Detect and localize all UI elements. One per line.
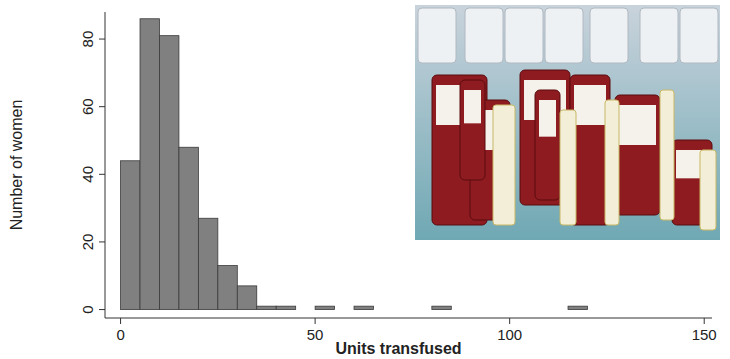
x-tick-label: 150 (692, 326, 717, 343)
bar (140, 19, 159, 310)
y-tick (99, 241, 105, 242)
y-tick-label: 20 (79, 234, 96, 251)
bar (296, 309, 315, 310)
x-tick (315, 318, 316, 324)
bar (198, 218, 217, 309)
bag-red (535, 90, 560, 200)
bag-label (619, 105, 656, 145)
bag-clear (465, 8, 503, 63)
bar (471, 309, 490, 310)
bar (432, 306, 451, 309)
y-axis (105, 12, 106, 318)
bag-clear (590, 8, 628, 63)
bar (373, 309, 392, 310)
bag-plasma (560, 110, 576, 225)
bag-plasma (700, 150, 716, 230)
bag-red (460, 80, 485, 180)
x-tick-label: 50 (307, 326, 324, 343)
x-tick (704, 318, 705, 324)
y-tick-label: 60 (79, 98, 96, 115)
bag-label (539, 100, 556, 137)
y-tick (99, 309, 105, 310)
x-tick (120, 318, 121, 324)
y-tick-label: 80 (79, 31, 96, 48)
bar (529, 309, 548, 310)
y-tick-label: 40 (79, 166, 96, 183)
x-tick-label: 100 (497, 326, 522, 343)
x-axis (105, 318, 712, 319)
y-axis-title: Number of women (8, 100, 25, 231)
photo-background (415, 5, 720, 240)
chart: 0 20 40 60 80 0 50 100 150 Units transfused Number… (0, 0, 730, 359)
x-tick (509, 318, 510, 324)
bar (315, 306, 334, 309)
y-tick (99, 106, 105, 107)
bar (412, 309, 431, 310)
bar (549, 309, 568, 310)
photo-inset (415, 5, 720, 240)
x-tick-label: 0 (116, 326, 124, 343)
bar (179, 147, 198, 309)
bar (257, 306, 276, 309)
bag-plasma (493, 105, 515, 225)
bar (354, 306, 373, 309)
y-tick (99, 174, 105, 175)
x-axis-title: Units transfused (335, 340, 461, 357)
bar (121, 161, 140, 310)
bag-label (464, 90, 481, 123)
bag-clear (545, 8, 583, 63)
y-tick (99, 39, 105, 40)
bar (159, 36, 178, 310)
bag-clear (640, 8, 678, 63)
bag-clear (680, 8, 718, 63)
bar (451, 309, 470, 310)
bag-label (574, 85, 606, 125)
bag-clear (418, 8, 456, 63)
bag-plasma (660, 90, 674, 220)
bag-plasma (605, 100, 619, 225)
bar (568, 306, 587, 309)
y-tick-label: 0 (79, 305, 96, 313)
bar (218, 266, 237, 310)
bar (510, 309, 529, 310)
bar (490, 309, 509, 310)
bar (393, 309, 412, 310)
bag-clear (505, 8, 543, 63)
bag-red (615, 95, 660, 215)
bar (237, 286, 256, 310)
bar (335, 309, 354, 310)
bar (276, 306, 295, 309)
